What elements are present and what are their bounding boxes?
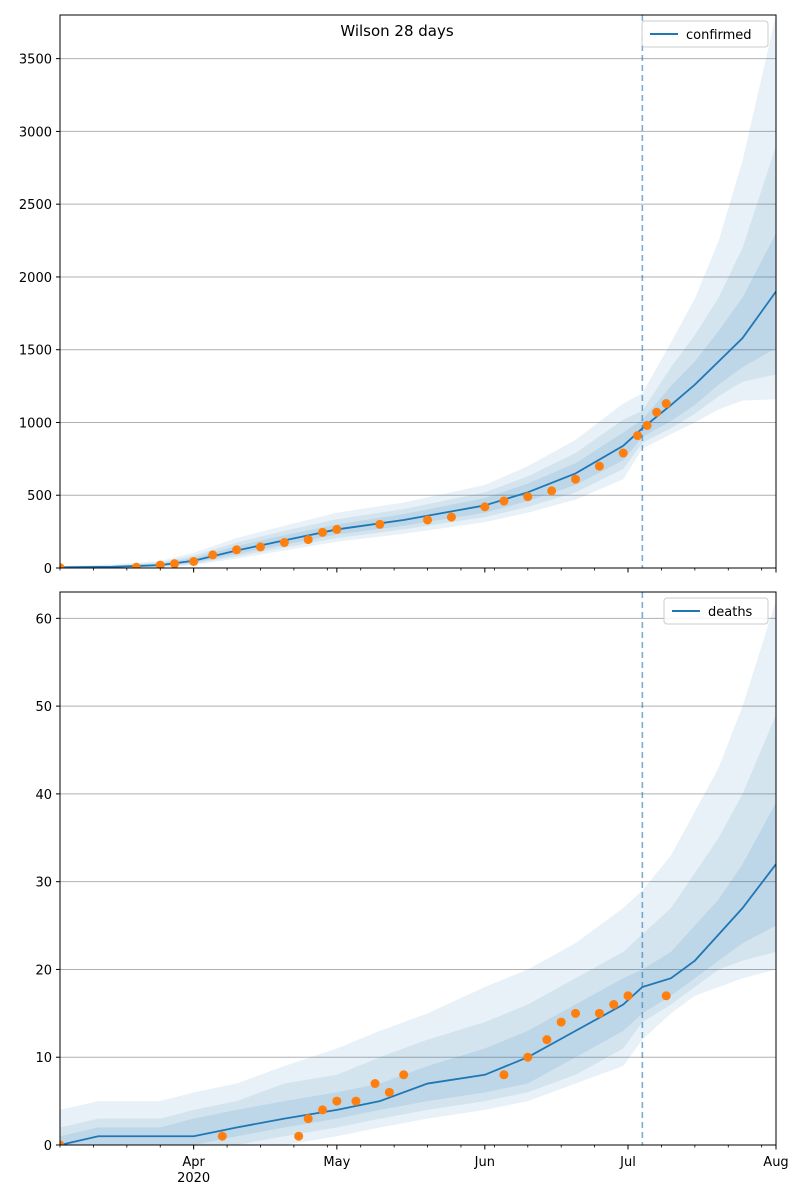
observed-point [232,545,242,555]
observed-point [332,524,342,534]
observed-point [571,474,581,484]
confirmed-panel: 0 500 1000 1500 2000 2500 3000 3500 confirmed [19,14,777,577]
observed-point [499,496,509,506]
y-tick-label: 2500 [19,198,52,213]
observed-point [60,1140,65,1145]
y-tick-label: 0 [44,1139,52,1154]
y-tick-label: 60 [35,612,52,627]
model-median-line [60,863,776,1145]
observed-point [208,550,218,560]
observed-point [594,1008,604,1018]
observed-point [446,512,456,522]
x-tick-label: Apr [182,1155,205,1170]
observed-point [399,1070,409,1080]
legend: deaths [663,597,769,625]
x-tick-label: Jun [474,1155,495,1170]
observed-point [294,1131,304,1141]
legend: confirmed [641,20,769,48]
observed-point [189,556,199,566]
observed-point [375,519,385,529]
observed-point [370,1079,380,1089]
x-tick-label: May [323,1155,350,1170]
y-tick-label: 3000 [19,125,52,140]
observed-point [547,486,557,496]
legend-label: deaths [708,605,753,620]
plot-area [60,600,776,1145]
observed-point [170,559,180,568]
observed-point [303,535,313,545]
x-tick-label: Jul [619,1155,636,1170]
observed-point [217,1131,227,1141]
observed-point [131,562,141,568]
observed-point [303,1114,313,1124]
y-tick-label: 30 [35,876,52,891]
observed-point [661,991,671,1001]
y-tick-label: 40 [35,788,52,803]
x-tick-label: Aug [763,1155,788,1170]
observed-point [423,515,433,525]
observed-point [255,542,265,552]
y-tick-label: 3500 [19,53,52,68]
y-tick-label: 20 [35,963,52,978]
observed-point [351,1096,361,1106]
observed-point [318,1105,328,1115]
observed-point [279,538,289,548]
observed-point [642,420,652,430]
observed-point [480,502,490,512]
y-tick-label: 500 [27,489,52,504]
plot-area [60,15,776,568]
observed-point [556,1017,566,1027]
band-middle [60,714,776,1145]
observed-point [318,527,328,537]
legend-label: confirmed [686,28,752,43]
y-tick-label: 50 [35,700,52,715]
y-tick-label: 0 [44,562,52,577]
legend-box [641,20,769,48]
observed-point [571,1008,581,1018]
legend-box [663,597,769,625]
band-outer [60,15,776,568]
observed-point [60,563,65,568]
chart-title: Wilson 28 days [340,22,454,40]
observed-point [332,1096,342,1106]
observed-point [499,1070,509,1080]
axes-frame [59,591,777,1146]
observed-point [633,431,643,441]
observed-point [652,407,662,417]
observed-point [661,399,671,409]
band-inner [60,802,776,1145]
y-tick-label: 1000 [19,416,52,431]
observed-point [523,492,533,502]
observed-point [523,1052,533,1062]
observed-point [618,448,628,458]
observed-point [609,1000,619,1010]
band-outer [60,600,776,1145]
observed-point [594,461,604,471]
observed-point [155,560,165,568]
observed-point [542,1035,552,1045]
deaths-panel: 0 10 20 30 40 50 60 deaths [35,591,777,1154]
observed-point [623,991,633,1001]
x-tick-sublabel: 2020 [177,1171,210,1186]
y-tick-label: 1500 [19,344,52,359]
axes-frame [59,14,777,569]
observed-point [384,1087,394,1097]
y-tick-label: 2000 [19,271,52,286]
y-tick-label: 10 [35,1051,52,1066]
